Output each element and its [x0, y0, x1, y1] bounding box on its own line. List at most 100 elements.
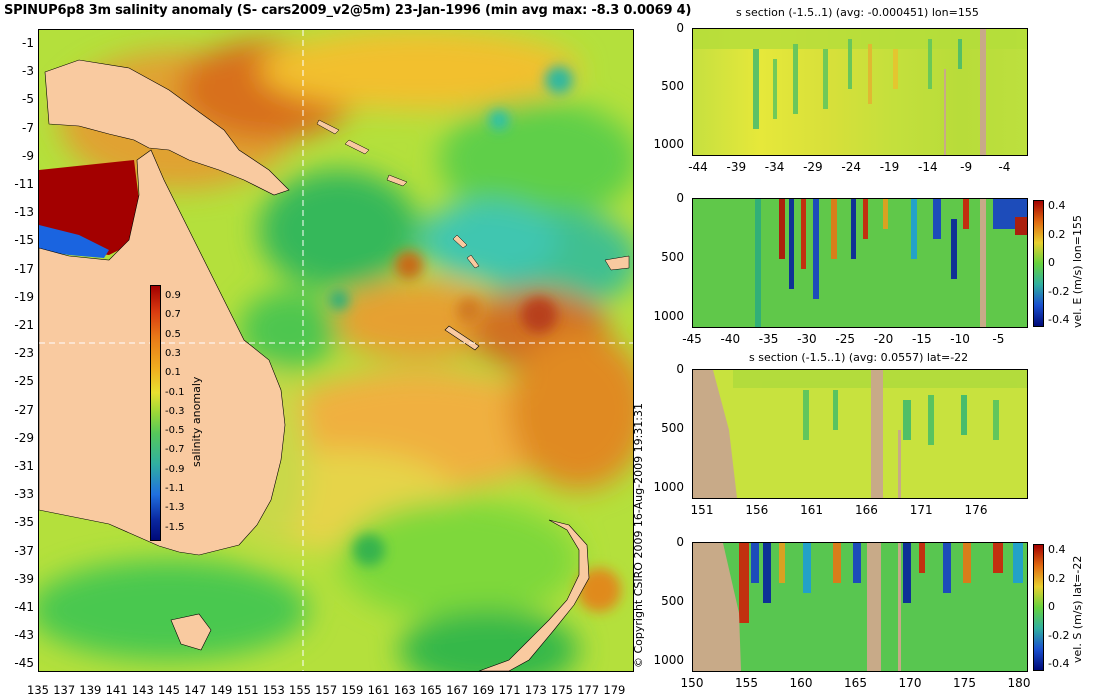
- panel2-x-tick: -15: [911, 332, 932, 346]
- panel1-x-tick: -44: [688, 160, 708, 174]
- map-y-tick: -11: [14, 177, 34, 191]
- map-x-tick: 145: [158, 683, 180, 697]
- panel2-colorbar-tick: -0.4: [1048, 313, 1070, 326]
- map-y-tick: -9: [22, 148, 34, 163]
- map-y-tick: -27: [14, 402, 34, 417]
- panel1-x-tick: -29: [803, 160, 823, 174]
- panel1-x-tick: -14: [917, 160, 938, 174]
- map-y-tick: -23: [14, 346, 34, 361]
- land-new-caledonia: [444, 325, 480, 351]
- panel1-title: s section (-1.5..1) (avg: -0.000451) lon…: [736, 6, 979, 19]
- map-y-tick: -43: [14, 628, 34, 643]
- panel4-x-tick: 175: [953, 676, 976, 690]
- panel2-x-tick: -5: [992, 332, 1005, 346]
- map-x-tick: 155: [289, 683, 311, 697]
- panel3-x-tick: 171: [909, 503, 933, 517]
- map-colorbar: [150, 285, 161, 541]
- map-y-tick: -25: [14, 374, 34, 389]
- panel1-y-tick: 1000: [653, 136, 684, 151]
- map-y-tick: -29: [14, 430, 34, 445]
- map-colorbar-tick: 0.3: [165, 347, 181, 359]
- map-colorbar-tick: -0.5: [165, 425, 185, 437]
- map-y-tick: -7: [22, 120, 34, 135]
- map-colorbar-tick: 0.7: [165, 309, 181, 321]
- map-x-tick: 161: [367, 683, 390, 697]
- panel1-y-tick: 500: [661, 78, 684, 93]
- panel1-x-tick: -24: [841, 160, 861, 174]
- panel4-y-tick: 1000: [653, 652, 684, 667]
- map-y-tick: -13: [14, 205, 34, 220]
- salinity-map: [38, 29, 634, 672]
- map-y-tick: -35: [14, 515, 34, 530]
- map-x-tick: 171: [498, 683, 521, 697]
- panel4-x-tick: 155: [735, 676, 758, 690]
- panel3-title: s section (-1.5..1) (avg: 0.0557) lat=-2…: [749, 351, 969, 364]
- land-australia: [39, 149, 286, 556]
- map-x-tick: 143: [131, 683, 154, 697]
- map-y-tick: -31: [14, 459, 34, 473]
- land-new-zealand: [478, 519, 590, 671]
- map-colorbar-tick: 0.5: [165, 328, 181, 340]
- panel4-x-tick: 165: [844, 676, 867, 690]
- map-colorbar-tick: -0.9: [165, 463, 185, 475]
- panel3-x-tick: 176: [964, 503, 988, 517]
- panel4-y-tick: 0: [676, 535, 684, 549]
- panel4-x-tick: 180: [1007, 676, 1031, 690]
- land-islands: [316, 119, 630, 271]
- panel4-colorbar-tick: -0.4: [1048, 657, 1070, 670]
- map-colorbar-tick: 0.9: [165, 290, 181, 301]
- panel3-section-plot: [692, 369, 1028, 499]
- salinity-eddies: [329, 66, 621, 612]
- land-tasmania: [170, 613, 212, 651]
- map-colorbar-label: salinity anomaly: [190, 376, 203, 467]
- map-x-tick: 137: [53, 683, 76, 697]
- panel2-colorbar-tick: 0.4: [1048, 199, 1066, 212]
- map-x-tick: 135: [27, 683, 49, 697]
- panel4-x-tick: 170: [898, 676, 922, 690]
- panel2-x-tick: -10: [950, 332, 970, 346]
- map-y-tick: -33: [14, 487, 34, 502]
- panel4-x-tick: 150: [680, 676, 704, 690]
- map-x-tick: 163: [393, 683, 416, 697]
- panel1-x-tick: -39: [726, 160, 747, 174]
- map-y-tick: -19: [14, 289, 34, 304]
- map-y-tick: -41: [14, 600, 34, 614]
- map-x-tick: 169: [472, 683, 495, 697]
- copyright-text: © Copyright CSIRO 2009 16-Aug-2009 19:31…: [632, 402, 645, 668]
- map-x-tick: 139: [79, 683, 102, 697]
- map-x-tick: 147: [184, 683, 207, 697]
- map-colorbar-tick: -0.1: [165, 386, 185, 398]
- panel1-x-tick: -34: [764, 160, 785, 174]
- panel1-x-tick: -9: [960, 160, 973, 174]
- map-x-tick: 157: [315, 683, 338, 697]
- panel1-x-tick: -4: [998, 160, 1011, 174]
- map-y-tick: -1: [22, 36, 34, 50]
- map-x-tick: 149: [210, 683, 233, 697]
- map-colorbar-tick: -0.3: [165, 405, 185, 417]
- map-x-tick: 177: [577, 683, 600, 697]
- panel1-x-tick: -19: [879, 160, 900, 174]
- map-colorbar-tick: -1.3: [165, 502, 185, 514]
- panel2-colorbar-tick: 0: [1048, 256, 1055, 269]
- panel2-x-tick: -40: [720, 332, 741, 346]
- map-y-tick: -15: [14, 233, 34, 248]
- panel2-velocity-plot: [692, 198, 1028, 328]
- panel1-section-plot: [692, 28, 1028, 156]
- land-new-guinea: [44, 59, 290, 196]
- panel4-colorbar: [1033, 544, 1044, 671]
- map-x-tick: 141: [105, 683, 128, 697]
- map-y-tick: -45: [14, 656, 34, 671]
- map-x-tick: 175: [551, 683, 573, 697]
- panel3-y-tick: 0: [676, 362, 684, 376]
- panel4-x-tick: 160: [789, 676, 813, 690]
- map-colorbar-tick: -1.5: [165, 521, 185, 533]
- panel2-x-tick: -20: [873, 332, 894, 346]
- map-y-tick: -39: [14, 571, 34, 586]
- panel4-colorbar-label: vel. S (m/s) lat=-22: [1071, 555, 1084, 663]
- panel2-x-tick: -35: [758, 332, 779, 346]
- panel4-y-tick: 500: [661, 593, 684, 608]
- panel2-x-tick: -30: [797, 332, 817, 346]
- map-colorbar-tick: 0.1: [165, 367, 181, 379]
- panel4-velocity-plot: [692, 542, 1028, 672]
- panel1-y-tick: 0: [676, 21, 684, 35]
